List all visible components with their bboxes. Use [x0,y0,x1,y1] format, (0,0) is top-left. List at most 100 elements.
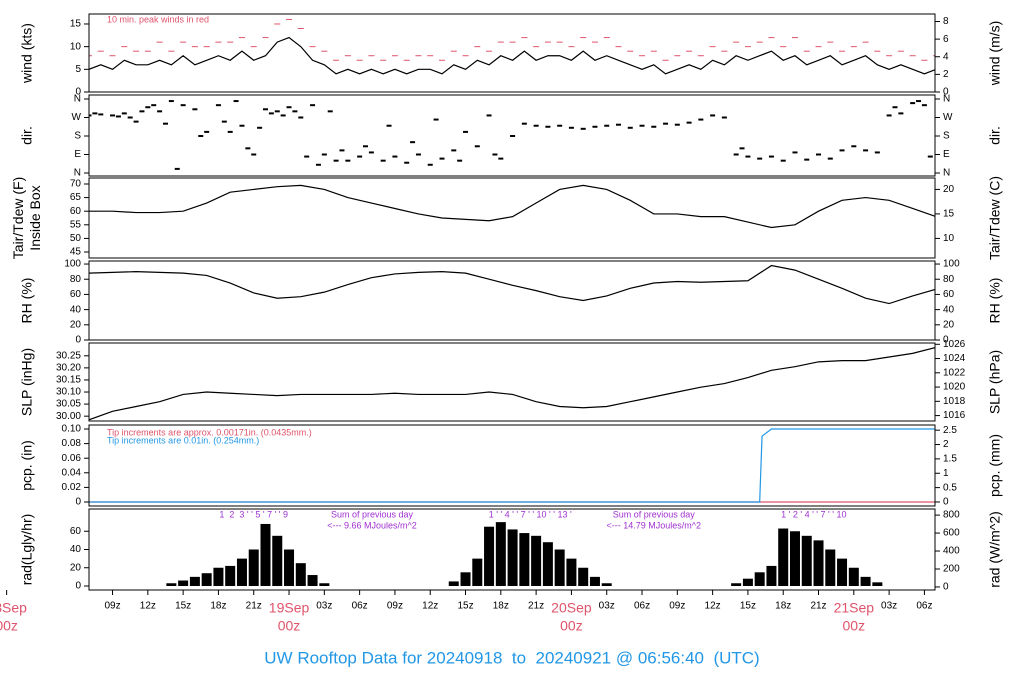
y2-tick-label: N [943,94,950,105]
bar [837,558,848,586]
x-tick-label: 06z [634,601,650,612]
bar [519,533,530,586]
y-tick-label: 10 [70,41,82,52]
bar [860,576,871,586]
y-tick-label: 30.00 [56,411,81,422]
bar [554,549,565,586]
bar [601,583,612,586]
y-tick-label: 20 [70,562,82,573]
y2-tick-label: 800 [943,510,960,521]
y-tick-label: 20 [70,319,82,330]
axis-title: Inside Box [27,185,43,250]
bar [484,526,495,586]
y-tick-label: 45 [70,247,82,258]
axis-title: wind (kts) [19,23,35,84]
y2-tick-label: 1020 [943,382,966,393]
plot-area [166,522,883,586]
bar [801,535,812,586]
panel-frame [88,13,936,93]
y2-tick-label: 20 [943,184,955,195]
annotation: 1 ' 2 ' 4 ' ' 7 ' ' 10 [781,509,846,519]
x-tick-label: 03z [881,601,897,612]
bar [225,565,236,586]
annotation: <--- 14.79 MJoules/m^2 [607,520,702,530]
y-tick-label: 30.05 [56,399,81,410]
bar [448,581,459,586]
y2-tick-label: 0 [943,335,949,346]
y2-tick-label: 200 [943,564,960,575]
x-tick-label: 21z [528,601,544,612]
annotation: 10 min. peak winds in red [107,14,209,24]
bar [566,558,577,586]
bar [731,583,742,586]
bar [260,523,271,586]
y-tick-label: 80 [70,274,82,285]
plot-area [89,428,935,503]
bar [542,542,553,586]
x-tick-label: 15z [175,601,191,612]
axis-title: SLP (inHg) [19,348,35,416]
annotation: Sum of previous day [331,509,414,519]
day-label: 00z [560,618,583,634]
line [89,264,935,305]
y-tick-label: 15 [70,19,82,30]
y2-tick-label: 1024 [943,353,966,364]
y-tick-label: 30.10 [56,387,81,398]
bar [166,583,177,586]
y-tick-label: W [72,112,82,123]
bar [307,575,318,586]
bar [754,572,765,586]
bar [766,565,777,586]
y-tick-label: 0.08 [62,438,82,449]
y-tick-label: 0 [75,335,81,346]
y2-tick-label: 15 [943,209,955,220]
bar [178,580,189,586]
y2-tick-label: 0 [943,87,949,98]
x-tick-label: 09z [669,601,685,612]
bar [589,576,600,586]
x-tick-label: 15z [740,601,756,612]
day-label: 21Sep [834,600,875,616]
axis-title: Tair/Tdew (F) [10,177,26,259]
y-tick-label: N [74,168,81,179]
line [89,347,935,421]
y2-tick-label: 0.5 [943,482,957,493]
bar [848,567,859,586]
bar [295,563,306,586]
x-tick-label: 03z [599,601,615,612]
y-tick-label: 0.04 [62,467,82,478]
x-tick-label: 15z [457,601,473,612]
axis-title: dir. [19,126,35,145]
bar [213,567,224,586]
day-label: 00z [278,618,301,634]
panel-frame [88,508,936,591]
plot-area [89,184,935,229]
bar [272,535,283,586]
day-label: 18Sep [0,600,27,616]
bar [507,529,518,586]
y2-tick-label: W [943,112,953,123]
bar [236,558,247,586]
line [89,184,935,229]
y-tick-label: S [74,131,81,142]
y-tick-label: 40 [70,544,82,555]
y-tick-label: 30.20 [56,363,81,374]
bar [472,558,483,586]
y2-tick-label: S [943,131,950,142]
y2-tick-label: 2.5 [943,425,957,436]
day-label: 00z [843,618,866,634]
x-tick-label: 06z [916,601,932,612]
y2-tick-label: 20 [943,319,955,330]
y2-tick-label: N [943,168,950,179]
footer-title: UW Rooftop Data for 20240918 to 20240921… [264,648,759,667]
y2-tick-label: 400 [943,546,960,557]
bar [578,567,589,586]
annotation: Tip increments are 0.01in. (0.254mm.) [107,435,259,445]
y2-tick-label: 10 [943,233,955,244]
y2-tick-label: 600 [943,528,960,539]
annotation: 1 ' ' 4 ' ' 7 ' ' 10 ' ' 13 ' [489,509,572,519]
y-tick-label: 5 [75,64,81,75]
bar [319,583,330,586]
y2-tick-label: 2 [943,439,949,450]
